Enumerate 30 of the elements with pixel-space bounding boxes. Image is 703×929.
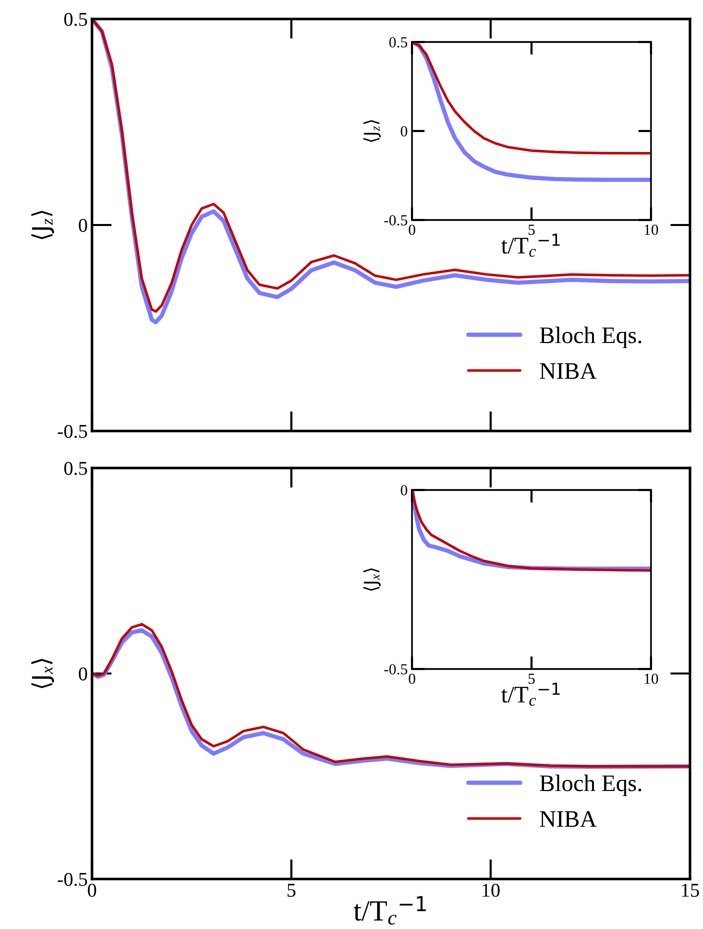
x-tick-label: 0 [408, 674, 416, 684]
y-axis-title: ⟨J$_{x}$⟩ [363, 568, 381, 591]
legend-label: Bloch Eqs. [540, 326, 642, 348]
y-axis-title: ⟨J$_{x}$⟩ [31, 658, 54, 688]
legend-label: NIBA [540, 363, 597, 379]
x-tick-label: 0 [408, 224, 416, 235]
y-tick-label: 0.5 [389, 37, 408, 48]
y-axis-title: ⟨J$_{z}$⟩ [31, 210, 54, 240]
x-tick-label: 15 [682, 884, 699, 897]
x-tick-label: 5 [528, 674, 535, 684]
x-tick-label: 10 [482, 884, 500, 897]
legend-label: Bloch Eqs. [540, 774, 642, 796]
legend-label: NIBA [540, 811, 597, 827]
y-tick-label: 0.5 [64, 462, 88, 476]
x-tick-label: 5 [288, 884, 296, 897]
x-tick-label: 10 [644, 224, 658, 235]
y-tick-label: -0.5 [384, 664, 408, 675]
x-tick-label: 5 [528, 224, 535, 235]
y-tick-label: -0.5 [58, 872, 88, 886]
y-tick-label: 0 [400, 126, 408, 136]
x-tick-label: 0 [88, 884, 96, 897]
x-axis-title: t/T$_{c}$$^{−1}$ [354, 896, 426, 925]
x-axis-title: t/T$_{c}$$^{−1}$ [501, 682, 560, 706]
y-tick-label: 0.5 [64, 12, 88, 26]
y-axis-title: ⟨J$_{z}$⟩ [363, 120, 381, 142]
y-tick-label: -0.5 [384, 215, 408, 226]
x-axis-title: t/T$_{c}$$^{−1}$ [501, 234, 560, 257]
x-tick-label: 10 [644, 674, 658, 684]
y-tick-label: -0.5 [58, 424, 88, 438]
y-tick-label: 0 [400, 485, 408, 496]
